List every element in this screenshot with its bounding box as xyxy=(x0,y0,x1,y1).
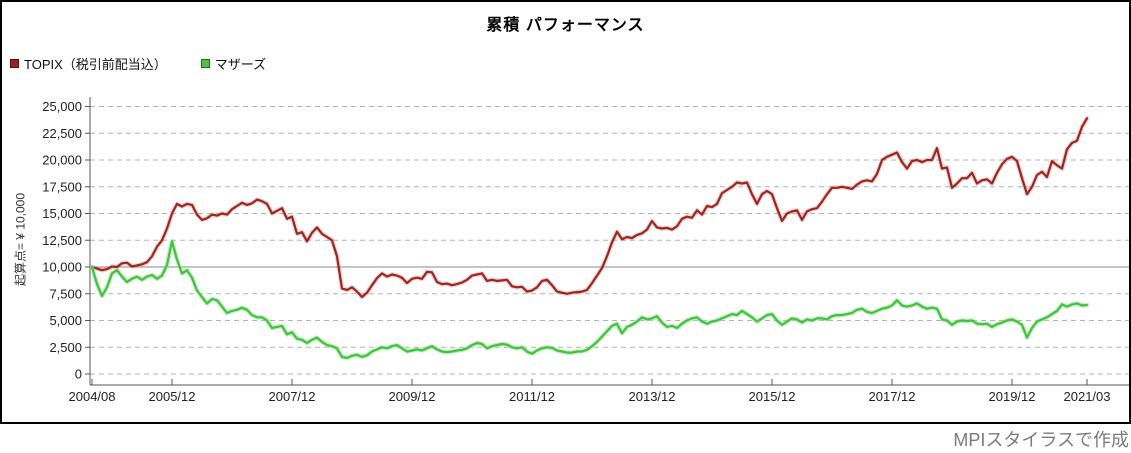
legend: TOPIX（税引前配当込） マザーズ xyxy=(10,54,266,73)
x-tick-label: 2019/12 xyxy=(989,389,1036,404)
x-tick-label: 2004/08 xyxy=(69,389,116,404)
y-tick-label: 20,000 xyxy=(42,153,82,168)
y-tick-label: 0 xyxy=(75,367,82,382)
legend-item-topix: TOPIX（税引前配当込） xyxy=(10,54,167,73)
chart-title: 累積 パフォーマンス xyxy=(486,17,645,34)
legend-label-mothers: マザーズ xyxy=(214,57,267,72)
mothers-glow xyxy=(89,239,1090,361)
y-tick-label: 17,500 xyxy=(42,179,82,194)
legend-label-topix: TOPIX（税引前配当込） xyxy=(24,57,167,72)
x-tick-label: 2017/12 xyxy=(869,389,916,404)
mothers-line xyxy=(90,240,1089,359)
legend-item-mothers: マザーズ xyxy=(200,54,267,73)
plot-area: 25,000 22,500 20,000 17,500 15,000 12,500 10,0… xyxy=(42,97,1129,404)
x-tick-label: 2007/12 xyxy=(269,389,316,404)
y-tick-label: 22,500 xyxy=(42,126,82,141)
topix-swatch-icon xyxy=(10,59,19,68)
chart-panel: 累積 パフォーマンス TOPIX（税引前配当込） マザーズ 起算点= ¥ 10,… xyxy=(0,0,1131,424)
y-tick-label: 10,000 xyxy=(42,260,82,275)
x-tick-label: 2021/03 xyxy=(1064,389,1111,404)
x-tick-label: 2015/12 xyxy=(749,389,796,404)
y-tick-label: 7,500 xyxy=(49,286,82,301)
y-tick-label: 2,500 xyxy=(49,340,82,355)
y-tick-label: 15,000 xyxy=(42,206,82,221)
y-tick-label: 5,000 xyxy=(49,313,82,328)
attribution-text: MPIスタイラスで作成 xyxy=(953,430,1129,450)
x-tick-label: 2011/12 xyxy=(509,389,555,404)
mothers-swatch-icon xyxy=(200,59,210,68)
topix-line xyxy=(90,117,1089,299)
topix-glow xyxy=(89,116,1090,300)
x-tick-label: 2013/12 xyxy=(629,389,676,404)
y-tick-label: 25,000 xyxy=(42,99,82,114)
y-tick-label: 12,500 xyxy=(42,233,82,248)
x-tick-label: 2009/12 xyxy=(389,389,436,404)
x-tick-label: 2005/12 xyxy=(149,389,196,404)
